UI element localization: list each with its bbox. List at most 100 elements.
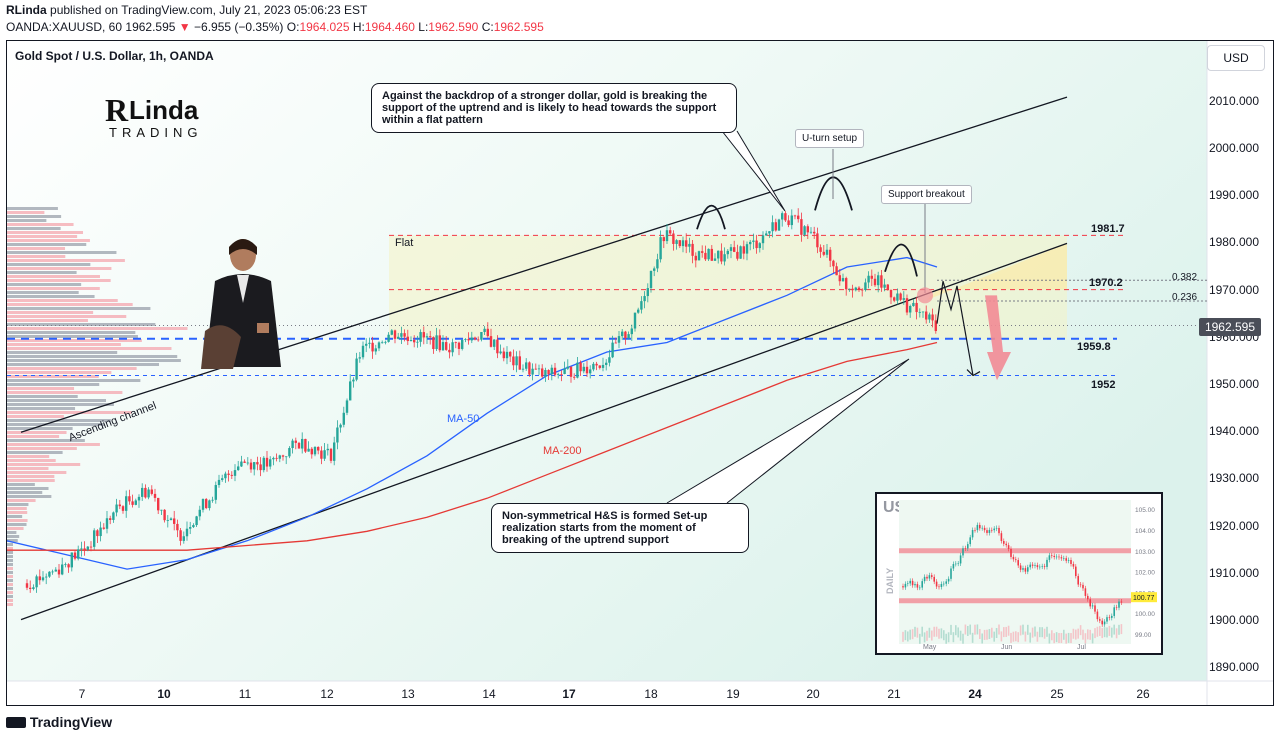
candle-body bbox=[285, 456, 288, 458]
volume-bar bbox=[7, 523, 27, 526]
inset-time-tick: May bbox=[923, 644, 937, 651]
inset-volume bbox=[947, 632, 950, 643]
inset-candle bbox=[1075, 566, 1077, 577]
price-tick: 1910.000 bbox=[1208, 565, 1259, 580]
time-tick: 7 bbox=[78, 687, 86, 701]
volume-bar bbox=[7, 571, 13, 574]
inset-volume bbox=[1043, 628, 1046, 639]
inset-candle bbox=[921, 581, 923, 588]
candle-body bbox=[624, 331, 627, 339]
inset-candle bbox=[1036, 565, 1039, 568]
candle-body bbox=[262, 457, 265, 471]
candle-body bbox=[96, 530, 99, 537]
candle-body bbox=[560, 373, 563, 375]
candle-body bbox=[470, 337, 473, 341]
inset-volume bbox=[957, 627, 959, 638]
inset-candle bbox=[916, 584, 919, 588]
volume-bar bbox=[7, 231, 84, 234]
inset-candle bbox=[1015, 559, 1017, 561]
inset-volume bbox=[1120, 624, 1123, 635]
candle-body bbox=[297, 442, 301, 449]
fib-zone bbox=[927, 243, 1067, 301]
time-tick: 20 bbox=[806, 687, 820, 701]
candle-body bbox=[899, 293, 902, 300]
candle-body bbox=[387, 334, 390, 342]
volume-bar bbox=[7, 475, 55, 478]
inset-timeframe: DAILY bbox=[885, 568, 895, 594]
volume-bar bbox=[7, 415, 64, 418]
moving-averages bbox=[7, 256, 938, 570]
candle-body bbox=[416, 341, 419, 343]
candle-body bbox=[217, 479, 221, 486]
inset-volume bbox=[1031, 627, 1034, 638]
inset-last-tag: 100.77 bbox=[1133, 595, 1155, 602]
candle-body bbox=[179, 530, 182, 541]
volume-bar bbox=[7, 487, 49, 490]
inset-candle bbox=[1108, 617, 1111, 618]
volume-bar bbox=[7, 379, 141, 382]
candle-body bbox=[761, 235, 765, 244]
inset-volume bbox=[1036, 631, 1039, 642]
usd-inset-chart: USD DAILY 99.00100.00101.00102.00103.001… bbox=[875, 492, 1163, 655]
inset-candle bbox=[1113, 607, 1115, 616]
down-arrow-icon bbox=[985, 295, 1011, 381]
candle-body bbox=[432, 337, 435, 350]
candle-body bbox=[723, 254, 726, 262]
candle-body bbox=[461, 339, 464, 349]
candle-body bbox=[291, 440, 294, 449]
candle-body bbox=[685, 240, 688, 247]
candle-body bbox=[99, 527, 102, 537]
inset-candle bbox=[1024, 568, 1027, 572]
inset-candle bbox=[1007, 545, 1010, 549]
candle-body bbox=[931, 314, 934, 321]
inset-volume bbox=[945, 633, 947, 644]
candle-body bbox=[553, 367, 557, 375]
time-tick: 12 bbox=[320, 687, 334, 701]
volume-bar bbox=[7, 495, 52, 498]
candle-body bbox=[73, 552, 77, 559]
inset-volume bbox=[1019, 625, 1022, 636]
inset-last-tag-bg bbox=[1131, 592, 1157, 603]
volume-bar bbox=[7, 287, 100, 290]
candle-body bbox=[358, 357, 361, 359]
volume-bar bbox=[7, 351, 118, 354]
candle-body bbox=[141, 487, 144, 497]
chart-pane[interactable]: Gold Spot / U.S. Dollar, 1h, OANDA USD R… bbox=[6, 40, 1274, 706]
inset-candle bbox=[955, 563, 957, 565]
ma50-line bbox=[7, 256, 938, 570]
candle-body bbox=[653, 268, 656, 271]
candle-body bbox=[608, 357, 611, 363]
candle-body bbox=[694, 255, 697, 261]
inset-volume bbox=[969, 624, 971, 635]
candle-body bbox=[531, 368, 534, 375]
inset-candle bbox=[1096, 611, 1099, 620]
inset-candle bbox=[1048, 555, 1051, 560]
publisher-name[interactable]: RLinda bbox=[6, 3, 47, 17]
inset-volume bbox=[919, 633, 921, 644]
candle-body bbox=[672, 233, 675, 244]
volume-bar bbox=[7, 431, 67, 434]
volume-bar bbox=[7, 315, 127, 318]
volume-bar bbox=[7, 367, 137, 370]
volume-bar bbox=[7, 599, 13, 602]
candle-body bbox=[867, 275, 870, 283]
candle-body bbox=[246, 462, 249, 464]
inset-volume bbox=[1007, 625, 1010, 636]
volume-bar bbox=[7, 355, 178, 358]
volume-bar bbox=[7, 407, 76, 410]
volume-bar bbox=[7, 483, 35, 486]
candle-body bbox=[342, 412, 345, 425]
tradingview-brand[interactable]: TradingView bbox=[29, 714, 113, 730]
inset-candle bbox=[1106, 617, 1108, 622]
inset-candle bbox=[1060, 557, 1063, 559]
currency-button[interactable]: USD bbox=[1207, 45, 1265, 71]
inset-volume bbox=[1079, 625, 1082, 636]
candle-body bbox=[272, 457, 275, 460]
volume-bar bbox=[7, 515, 23, 518]
inset-volume bbox=[988, 629, 991, 640]
inset-time-tick: Jun bbox=[1001, 644, 1012, 651]
last-price: 1962.595 bbox=[125, 20, 176, 34]
inset-time-tick: Jul bbox=[1077, 644, 1086, 651]
inset-candle bbox=[1103, 621, 1106, 625]
volume-bar bbox=[7, 539, 18, 542]
